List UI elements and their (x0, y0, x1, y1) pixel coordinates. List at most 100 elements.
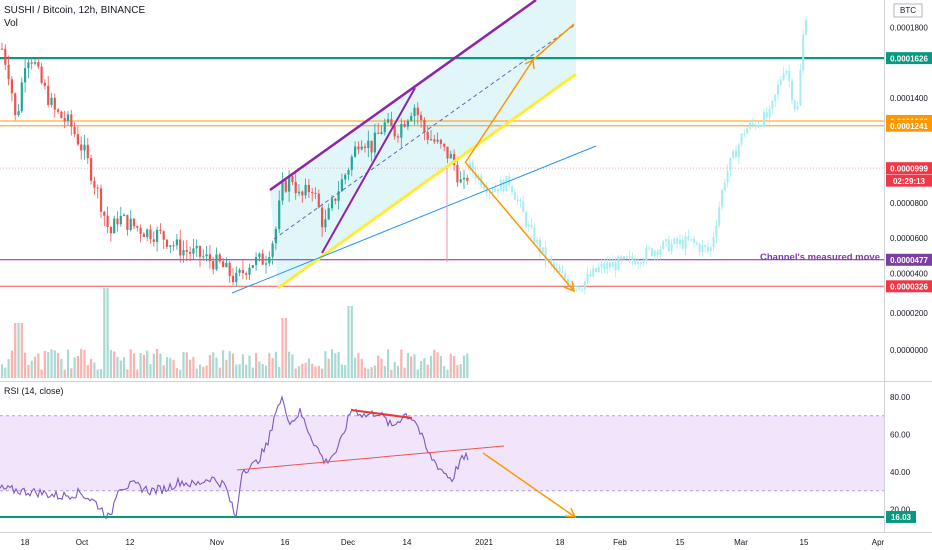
projection-candle (569, 284, 572, 286)
projection-candle (777, 84, 779, 95)
price-candle (403, 124, 406, 127)
volume-bar (360, 358, 363, 378)
volume-bar (284, 318, 287, 378)
rsi-title[interactable]: RSI (14, close) (4, 386, 64, 396)
volume-bar (307, 358, 310, 378)
projection-candle (597, 267, 600, 272)
volume-bar (393, 361, 396, 378)
volume-bar (63, 369, 66, 378)
projection-candle (530, 224, 533, 228)
price-candle (426, 131, 429, 140)
volume-bar (80, 348, 83, 378)
projection-candle (718, 207, 721, 226)
price-candle (420, 115, 423, 120)
price-candle (406, 120, 409, 127)
volume-bar (439, 355, 442, 378)
volume-bar (139, 353, 142, 378)
projection-candle (561, 271, 564, 273)
price-candle (453, 154, 456, 165)
price-candle (142, 233, 145, 238)
price-candle (30, 62, 33, 64)
symbol-title[interactable]: SUSHI / Bitcoin, 12h, BINANCE (4, 5, 146, 16)
volume-bar (248, 355, 251, 378)
volume-bar (83, 350, 86, 378)
volume-bar (57, 353, 60, 378)
projection-candle (555, 267, 558, 269)
volume-bar (340, 364, 343, 378)
price-candle (413, 107, 416, 116)
volume-bar (99, 368, 103, 378)
time-axis-label: 18 (21, 538, 30, 547)
time-axis-label: Nov (210, 538, 224, 547)
price-candle (380, 132, 383, 134)
price-candle (4, 48, 7, 65)
projection-candle (757, 125, 760, 128)
projection-candle (779, 79, 782, 85)
price-candle (350, 156, 353, 171)
volume-bar (406, 352, 409, 378)
volume-bar (311, 363, 314, 378)
projection-candle (715, 225, 718, 238)
volume-bar (175, 368, 178, 378)
rsi-arrow-head (564, 507, 577, 518)
price-candle (93, 180, 96, 188)
projection-candle (536, 239, 539, 244)
volume-bar (241, 354, 244, 378)
rsi-tick-label: 20.00 (890, 506, 911, 515)
projection-candle (558, 268, 561, 272)
volume-bar (347, 306, 350, 378)
projection-candle (522, 201, 525, 213)
projection-candle (513, 192, 516, 200)
time-axis-label: 18 (556, 538, 565, 547)
volume-bar (192, 356, 195, 378)
price-candle (162, 231, 165, 240)
projection-candle (525, 212, 527, 227)
price-candle (327, 208, 330, 220)
volume-bar (30, 360, 33, 378)
price-candle (466, 177, 469, 181)
projection-candle (499, 180, 502, 192)
projection-candle (802, 34, 805, 71)
price-candle (278, 200, 281, 229)
volume-bar (159, 353, 162, 378)
volume-bar (324, 351, 327, 378)
projection-candle (788, 70, 791, 81)
price-candle (96, 187, 99, 189)
time-axis-label: Apr (872, 538, 885, 547)
volume-bar (27, 364, 30, 378)
price-candle (449, 154, 452, 159)
volume-bar (53, 350, 56, 378)
volume-bar (367, 368, 370, 378)
volume-bar (109, 350, 112, 378)
price-tick-label: 0.0000200 (890, 309, 928, 318)
volume-bar (453, 355, 456, 378)
volume-bar (0, 364, 4, 378)
price-candle (152, 239, 155, 242)
price-candle (439, 139, 442, 144)
volume-bar (251, 367, 254, 378)
volume-bar (357, 353, 360, 378)
volume-label[interactable]: Vol (4, 18, 18, 29)
volume-bar (271, 358, 274, 378)
projection-candle (564, 272, 567, 279)
projection-candle (628, 256, 631, 258)
measured-move-annotation: Channel's measured move (760, 252, 880, 263)
volume-bar (126, 369, 129, 378)
projection-candle (578, 286, 581, 290)
projection-candle (721, 190, 723, 208)
projection-candle (799, 70, 802, 106)
volume-bar (165, 357, 169, 378)
projection-candle (544, 247, 547, 262)
projection-candle (791, 80, 793, 101)
projection-candle (679, 239, 681, 244)
price-candle (416, 107, 419, 116)
volume-bar (37, 353, 40, 378)
price-candle (123, 214, 126, 216)
price-candle (129, 218, 132, 230)
rsi-line (0, 395, 469, 520)
volume-bar (245, 364, 248, 378)
price-candle (165, 239, 169, 247)
projection-candle (740, 133, 743, 145)
